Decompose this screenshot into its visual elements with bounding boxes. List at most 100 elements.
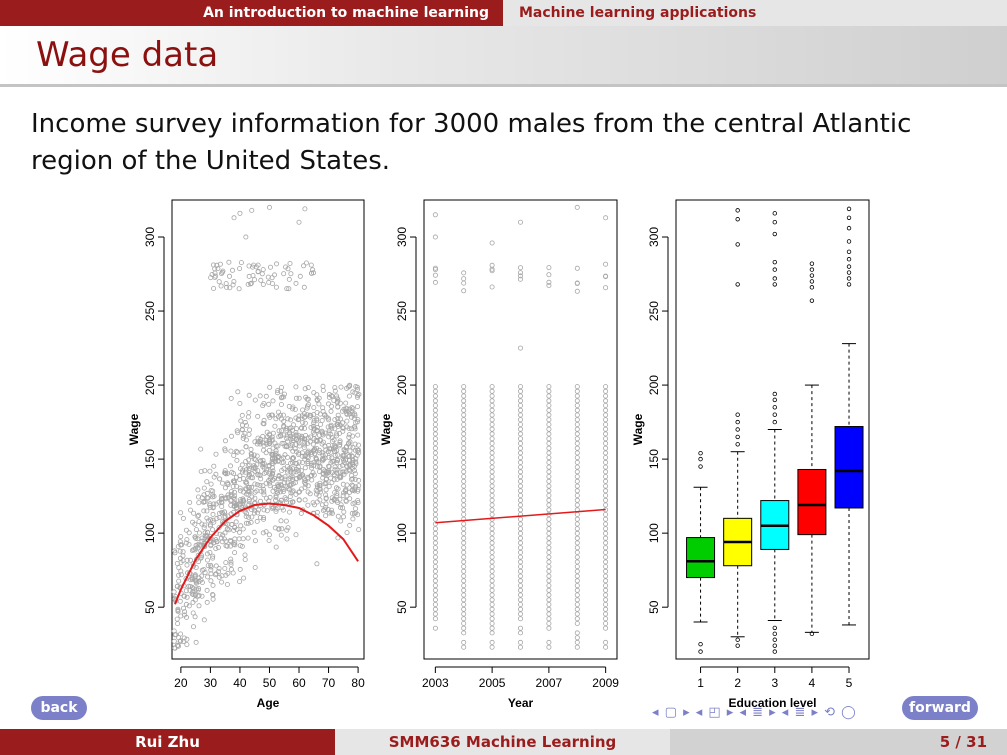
data-point (267, 471, 273, 477)
x-axis-2: 2003 2005 2007 2009 Year (422, 666, 619, 710)
data-point (432, 212, 438, 218)
data-point (341, 459, 347, 465)
data-point (310, 267, 316, 273)
data-point (518, 530, 524, 536)
data-point (603, 611, 609, 617)
data-point (296, 416, 302, 422)
data-point (518, 398, 524, 404)
data-point (210, 511, 216, 517)
data-point (305, 460, 311, 466)
data-point (177, 539, 183, 545)
data-point (219, 573, 225, 579)
nav-section-active-label[interactable]: An introduction to machine learning (203, 5, 489, 21)
x-tick-label: 20 (174, 676, 188, 690)
outlier-point (846, 206, 852, 212)
data-point (489, 530, 495, 536)
data-point (298, 468, 304, 474)
forward-button[interactable]: forward (902, 696, 978, 720)
data-point (281, 440, 287, 446)
beamer-nav-icons[interactable]: ◂ ▢ ▸ ◂ ◰ ▸ ◂ ≣ ▸ ◂ ≣ ▸ ⟲ ◯ (652, 705, 857, 720)
data-point (309, 472, 315, 478)
data-point (232, 501, 238, 507)
data-point (261, 417, 267, 423)
data-point (489, 393, 495, 399)
plot-frame-age (171, 199, 365, 660)
data-point (218, 535, 224, 541)
data-point (518, 549, 524, 555)
data-point (207, 549, 213, 555)
data-point (193, 578, 199, 584)
data-point (266, 537, 272, 543)
data-point (267, 469, 273, 475)
data-point (461, 492, 467, 498)
data-point (176, 578, 182, 584)
data-point (546, 455, 552, 461)
data-point (461, 559, 467, 565)
data-point (603, 412, 609, 418)
data-point (289, 489, 295, 495)
data-point (289, 499, 295, 505)
data-point (461, 402, 467, 408)
data-point (461, 601, 467, 607)
back-button[interactable]: back (31, 696, 87, 720)
data-point (227, 463, 233, 469)
data-point (546, 526, 552, 532)
data-point (204, 495, 210, 501)
data-point (261, 492, 267, 498)
data-point (283, 264, 289, 270)
data-point (461, 597, 467, 603)
data-point (242, 419, 248, 425)
data-point (302, 456, 308, 462)
data-point (518, 521, 524, 527)
data-point (603, 398, 609, 404)
data-point (325, 415, 331, 421)
data-point (180, 553, 186, 559)
data-point (461, 455, 467, 461)
outlier-point (809, 298, 815, 303)
data-point (461, 270, 467, 276)
data-point (574, 412, 580, 418)
data-point (546, 412, 552, 418)
data-point (329, 458, 335, 464)
data-point (260, 447, 266, 453)
nav-section-next-label[interactable]: Machine learning applications (519, 5, 757, 21)
data-point (296, 219, 302, 225)
data-point (518, 516, 524, 522)
data-point (184, 636, 190, 642)
data-point (489, 469, 495, 475)
data-point (337, 400, 343, 406)
data-point (187, 507, 193, 513)
data-point (347, 522, 353, 528)
data-point (432, 488, 438, 494)
data-point (302, 206, 308, 212)
data-point (603, 431, 609, 437)
y-tick-label: 300 (143, 227, 157, 247)
data-point (184, 594, 190, 600)
data-point (432, 611, 438, 617)
data-point (288, 271, 294, 277)
data-point (278, 395, 284, 401)
data-point (213, 273, 219, 279)
data-point (213, 471, 219, 477)
data-point (319, 502, 325, 508)
data-point (278, 401, 284, 407)
slide-intro-text: Income survey information for 3000 males… (31, 109, 912, 176)
data-point (518, 587, 524, 593)
data-point (432, 272, 438, 278)
nav-section-next[interactable]: Machine learning applications (503, 0, 1007, 26)
nav-section-active[interactable]: An introduction to machine learning (0, 0, 503, 26)
data-point (242, 557, 248, 563)
data-point (178, 568, 184, 574)
data-point (255, 413, 261, 419)
data-point (518, 502, 524, 508)
data-point (193, 639, 199, 645)
outlier-point (846, 270, 852, 275)
data-point (224, 543, 230, 549)
data-point (603, 384, 609, 390)
data-point (351, 511, 357, 517)
data-point (296, 440, 302, 446)
data-point (309, 477, 315, 483)
data-point (231, 527, 237, 533)
data-point (354, 452, 360, 458)
data-point (293, 437, 299, 443)
